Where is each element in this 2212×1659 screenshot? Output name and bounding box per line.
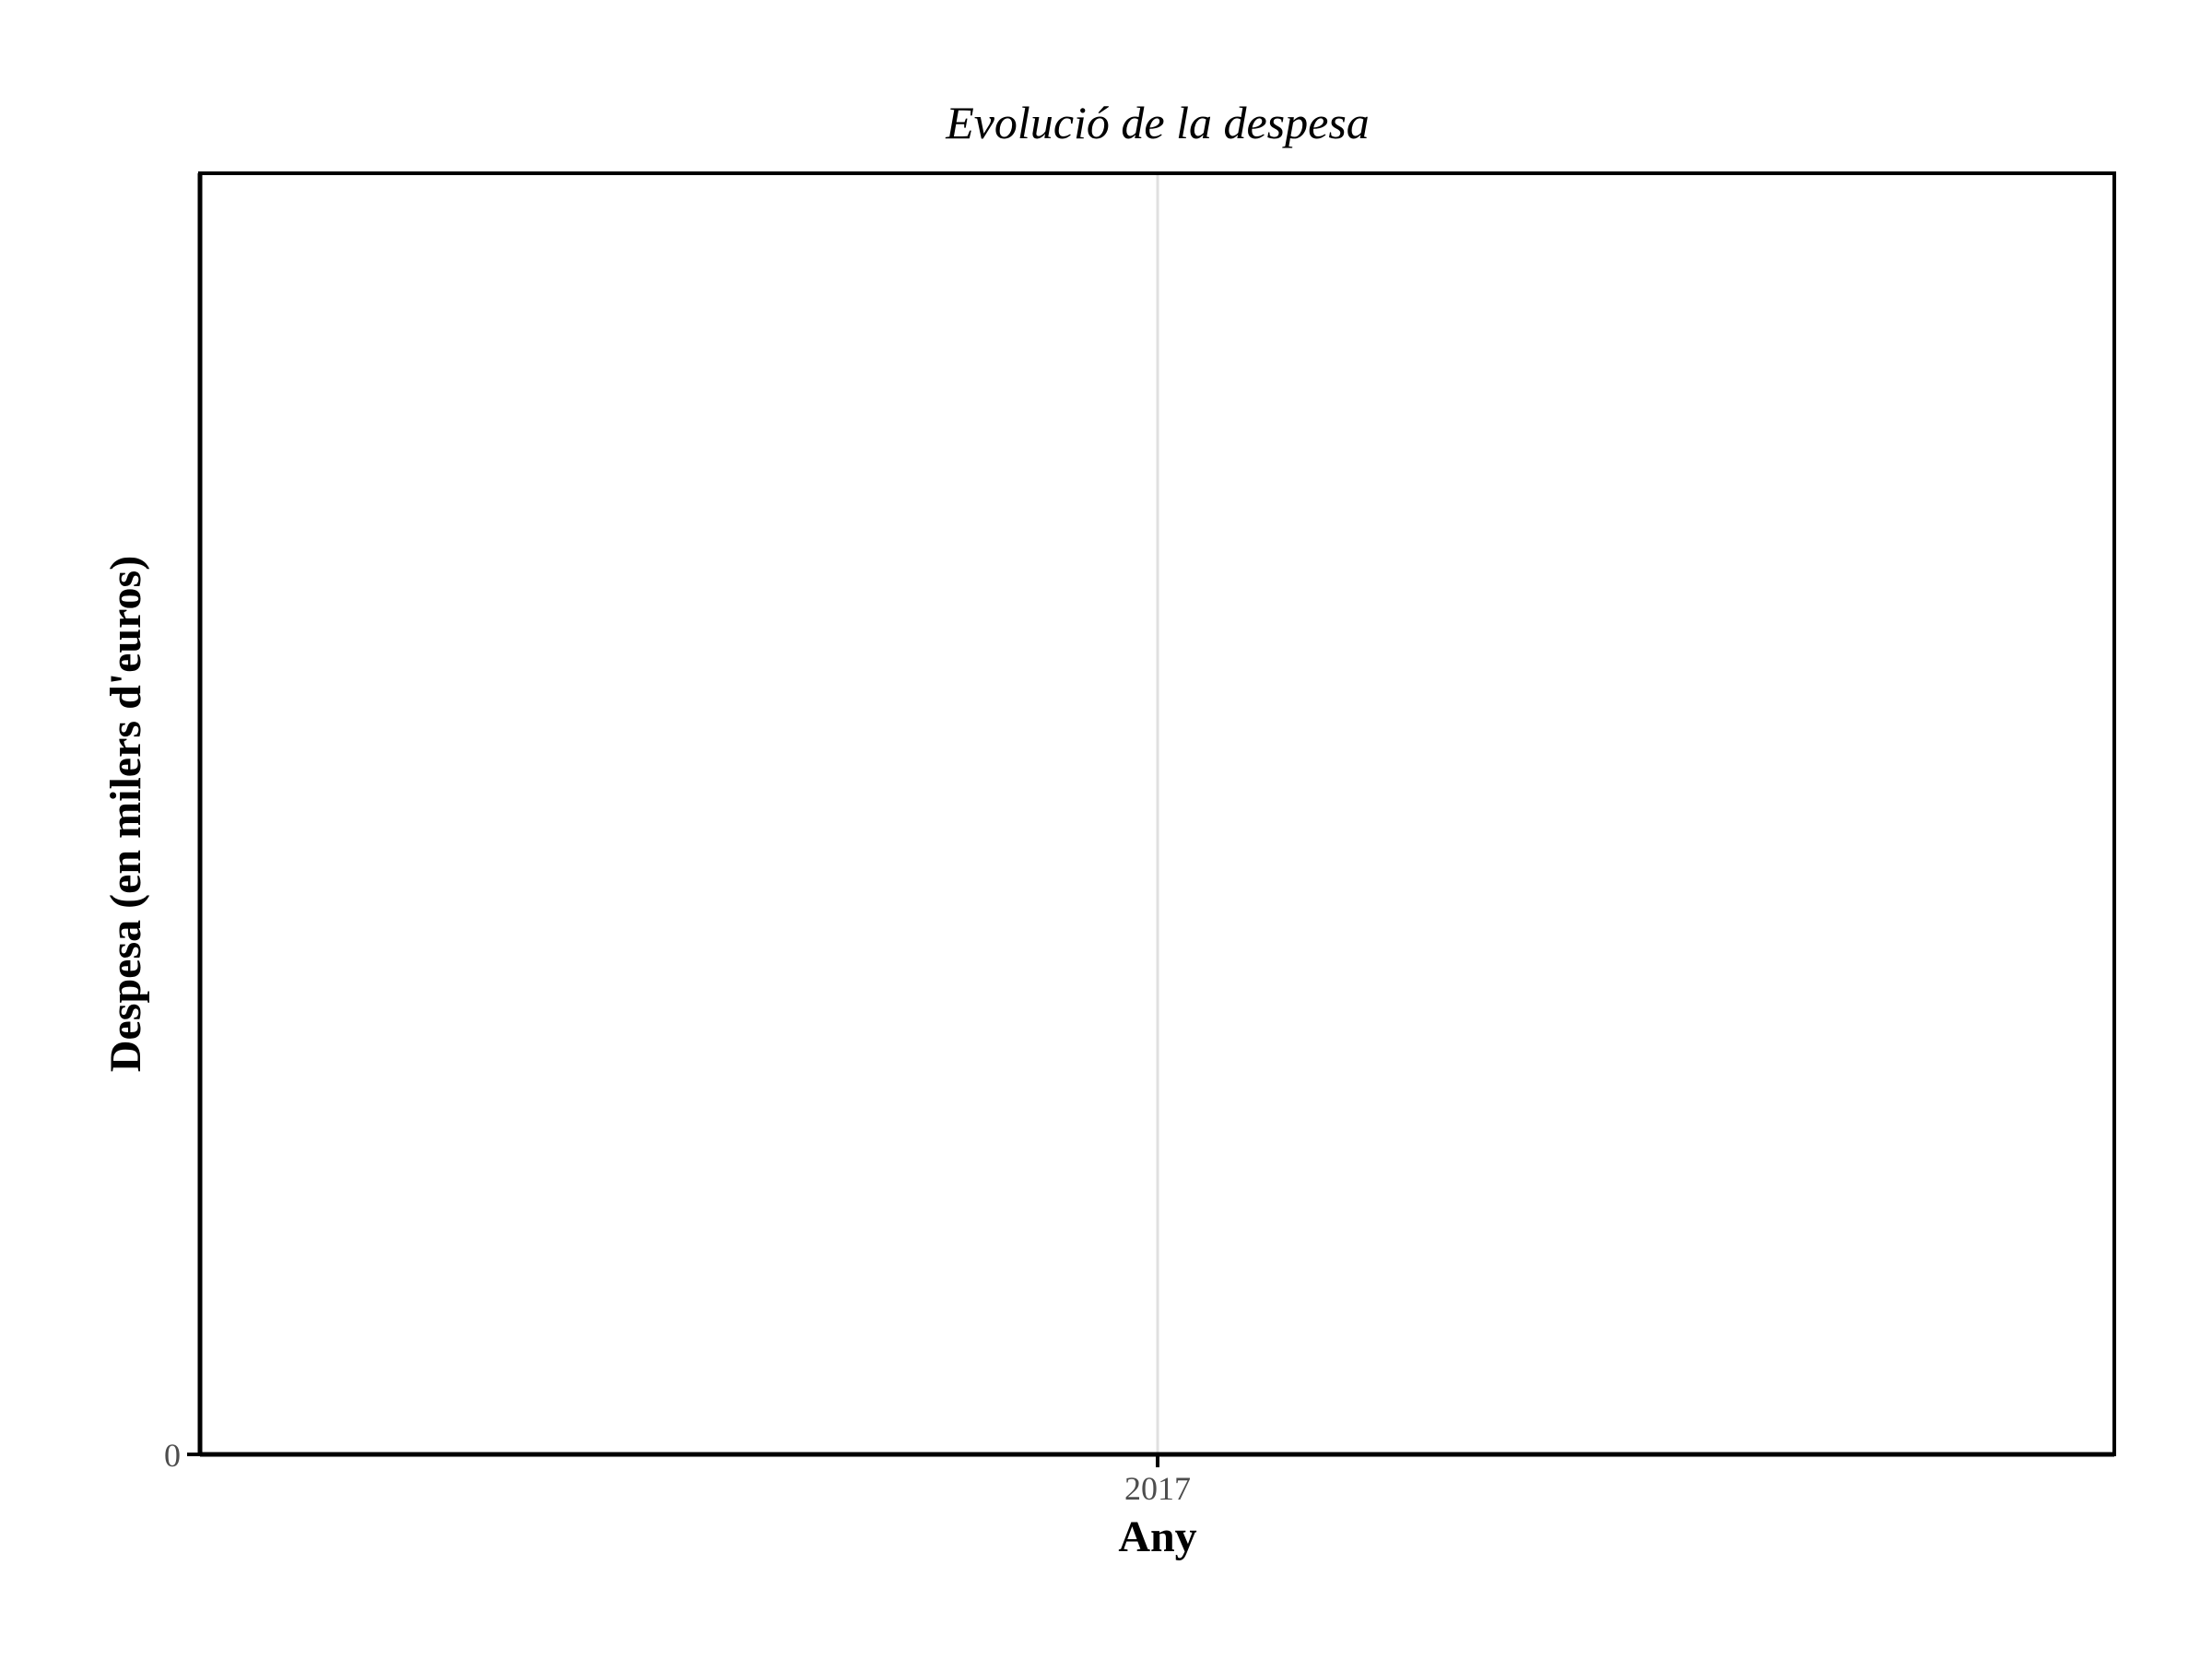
x-tick-label-2017: 2017 bbox=[1124, 1470, 1191, 1507]
chart-title: Evolució de la despesa bbox=[945, 97, 1370, 148]
y-tick-label-0: 0 bbox=[164, 1437, 181, 1474]
y-axis-title: Despesa (en milers d'euros) bbox=[101, 556, 150, 1072]
x-axis-title: Any bbox=[1118, 1512, 1196, 1561]
